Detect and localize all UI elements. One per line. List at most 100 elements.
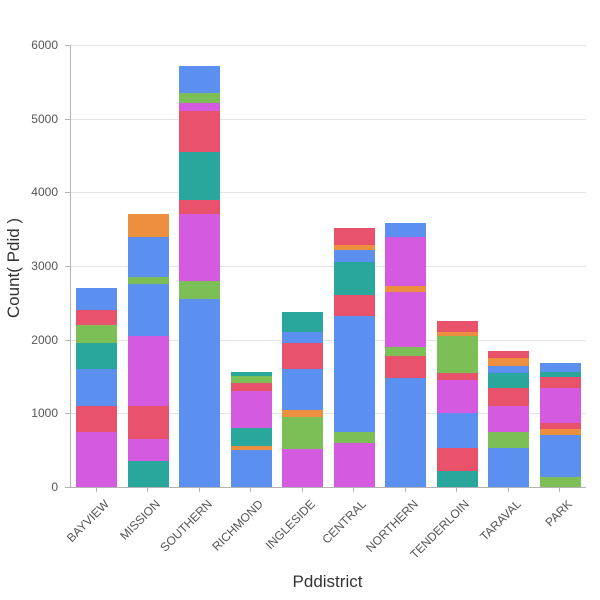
bar-segment-green: [334, 431, 375, 443]
bar-segment-red: [282, 343, 323, 370]
bar-segment-teal: [282, 311, 323, 333]
bar-segment-blue: [231, 450, 272, 487]
bar-segment-red: [179, 111, 220, 152]
bar-segment-blue: [488, 365, 529, 373]
bar-segment-orange: [231, 445, 272, 451]
bar-segment-teal: [488, 372, 529, 388]
gridline: [71, 413, 586, 415]
bar-segment-blue: [334, 316, 375, 432]
bar-segment-teal: [334, 262, 375, 296]
x-tick-mark: [456, 488, 458, 492]
bar-segment-red: [437, 447, 478, 471]
bar-segment-blue: [334, 249, 375, 263]
bar-segment-magenta: [231, 391, 272, 429]
bar-segment-red: [540, 422, 581, 429]
bar-segment-red: [179, 199, 220, 215]
gridline: [71, 266, 586, 267]
bar-segment-teal: [437, 470, 478, 487]
bar-segment-magenta: [385, 291, 426, 348]
bar-segment-orange: [437, 331, 478, 337]
x-tick-mark: [353, 488, 355, 492]
bar-segment-blue: [282, 369, 323, 410]
stacked-bar-ingleside: [282, 311, 323, 487]
bar-segment-blue: [437, 413, 478, 448]
bar-segment-teal: [128, 461, 169, 487]
bar-segment-green: [385, 347, 426, 356]
bar-segment-blue: [128, 236, 169, 278]
stacked-bar-richmond: [231, 372, 272, 487]
bar-segment-blue: [540, 435, 581, 477]
bar-segment-blue: [128, 284, 169, 337]
gridline: [71, 192, 586, 194]
bar-segment-orange: [282, 409, 323, 418]
bar-segment-red: [334, 227, 375, 246]
y-tick-mark: [65, 339, 70, 341]
y-tick-label: 0: [51, 480, 58, 494]
bar-segment-green: [282, 417, 323, 449]
bar-segment-teal: [540, 372, 581, 377]
bar-segment-red: [488, 387, 529, 406]
bar-segment-red: [231, 383, 272, 392]
gridline: [71, 118, 586, 120]
bar-segment-green: [437, 336, 478, 373]
bar-segment-orange: [488, 358, 529, 366]
bar-segment-magenta: [334, 442, 375, 487]
y-tick-label: 2000: [31, 332, 58, 347]
x-tick-mark: [301, 488, 303, 492]
bar-segment-red: [488, 350, 529, 359]
gridline: [71, 339, 586, 341]
stacked-bar-southern: [179, 65, 220, 487]
bar-segment-blue: [488, 447, 529, 487]
bar-segment-green: [179, 280, 220, 300]
y-tick-label: 4000: [31, 185, 58, 200]
bar-segment-teal: [179, 151, 220, 200]
y-tick-label: 5000: [31, 111, 58, 126]
bar-segment-red: [437, 320, 478, 332]
y-tick-mark: [65, 266, 70, 267]
bar-segment-orange: [334, 245, 375, 250]
stacked-bar-tenderloin: [437, 320, 478, 487]
y-tick-mark: [65, 192, 70, 194]
bar-segment-blue: [179, 65, 220, 93]
bar-segment-magenta: [179, 214, 220, 281]
bar-segment-blue: [385, 377, 426, 487]
bar-segment-magenta: [128, 336, 169, 406]
stacked-bar-northern: [385, 223, 426, 487]
y-tick-label: 1000: [31, 406, 58, 421]
x-tick-mark: [404, 488, 406, 492]
stacked-bar-bayview: [76, 288, 117, 487]
bar-segment-teal: [76, 343, 117, 370]
stacked-bar-central: [334, 227, 375, 487]
stacked-bar-taraval: [488, 350, 529, 487]
bar-segment-blue: [76, 369, 117, 406]
bar-segment-green: [128, 277, 169, 285]
x-tick-mark: [198, 488, 200, 492]
bar-segment-green: [540, 476, 581, 487]
y-tick-mark: [65, 45, 70, 46]
bar-segment-green: [231, 375, 272, 384]
bar-segment-magenta: [540, 387, 581, 423]
x-tick-mark: [559, 488, 561, 492]
bar-segment-red: [76, 405, 117, 432]
bar-segment-green: [179, 92, 220, 103]
x-axis-title: Pddistrict: [292, 572, 363, 591]
bar-segment-teal: [231, 372, 272, 376]
bar-segment-red: [437, 372, 478, 381]
bar-segment-red: [128, 405, 169, 440]
bar-segment-orange: [540, 428, 581, 436]
bar-segment-red: [385, 355, 426, 378]
x-tick-mark: [95, 488, 97, 492]
y-tick-mark: [65, 413, 70, 415]
y-tick-label: 6000: [31, 38, 58, 52]
y-tick-mark: [65, 487, 70, 488]
bar-segment-magenta: [282, 448, 323, 487]
bar-segment-red: [334, 295, 375, 317]
y-tick-mark: [65, 118, 70, 120]
bar-segment-red: [540, 376, 581, 388]
bar-segment-orange: [385, 285, 426, 292]
x-tick-mark: [250, 488, 252, 492]
bar-segment-magenta: [179, 102, 220, 112]
stacked-bar-mission: [128, 214, 169, 487]
bar-segment-blue: [385, 223, 426, 237]
